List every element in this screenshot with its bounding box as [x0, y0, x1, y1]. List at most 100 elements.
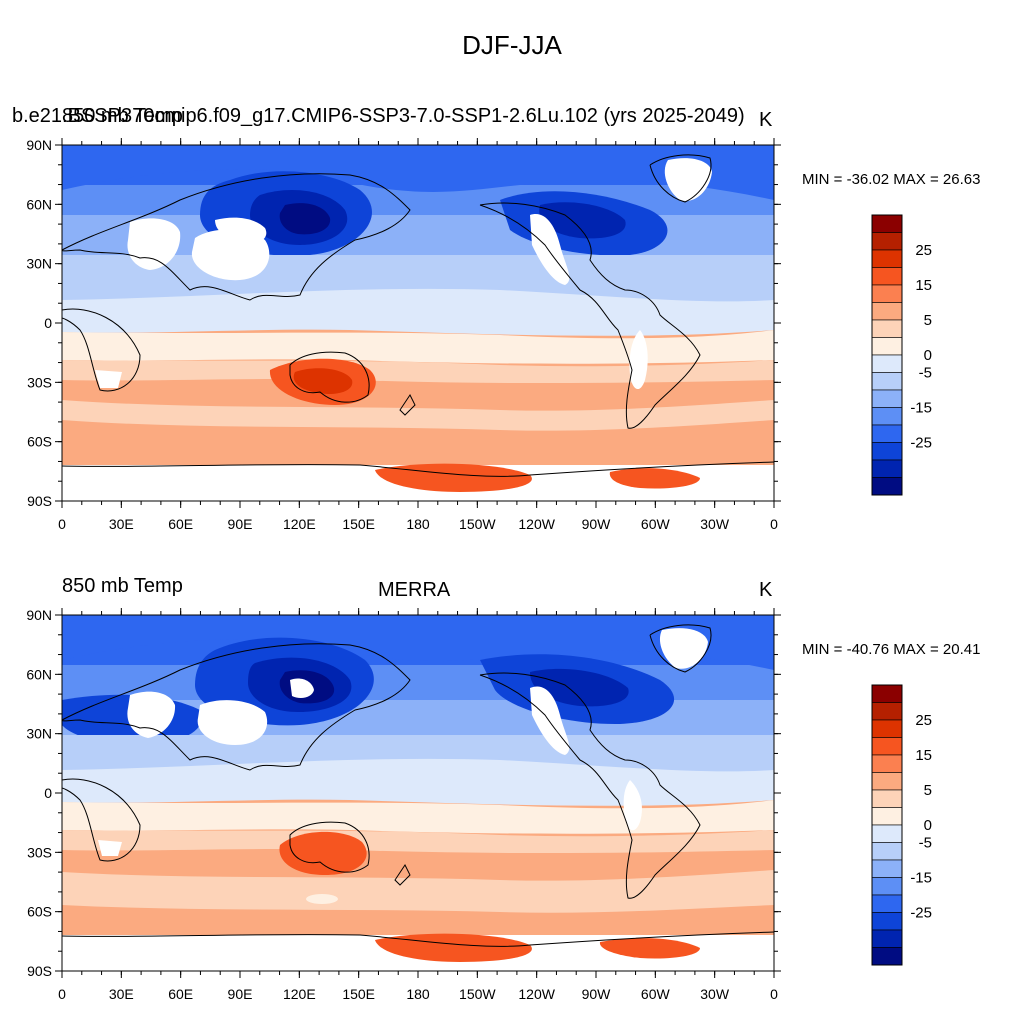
panel-1-colorbar-box	[871, 214, 903, 233]
panel-1-lon-tick-label: 60W	[641, 516, 671, 532]
panel-2-lon-tick-label: 120E	[283, 986, 316, 1002]
panel-1-colorbar-box	[871, 319, 903, 338]
panel-2-colorbar-box	[871, 789, 903, 808]
panel-1-colorbar-outline	[871, 214, 903, 496]
panel-1-lon-tick-label: 180	[406, 516, 430, 532]
panel-2-lon-tick-label: 60E	[168, 986, 193, 1002]
panel-1-colorbar-box	[871, 442, 903, 461]
panel-1-minmax: MIN = -36.02 MAX = 26.63	[802, 171, 981, 188]
panel-1-lon-tick-label: 90E	[228, 516, 253, 532]
panel-1-colorbar-box	[871, 302, 903, 321]
panel-2-colorbar-box	[871, 807, 903, 826]
panel-1-lat-tick-label: 60N	[26, 196, 52, 212]
panel-1-colorbar-label: 5	[924, 312, 932, 329]
panel-1-colorbar-label: -15	[910, 400, 932, 417]
panel-2-variable-label: 850 mb Temp	[62, 575, 183, 597]
panel-1-subtitle: b.e21.BSSP370cmip6.f09_g17.CMIP6-SSP3-7.…	[12, 105, 745, 127]
panel-2-coastlines	[62, 624, 774, 947]
panel-2-lat-tick-label: 30N	[26, 726, 52, 742]
panel-2-lon-tick-label: 0	[770, 986, 778, 1002]
panel-1-colorbar-box	[871, 337, 903, 356]
panel-2-dataset-title: MERRA	[378, 579, 451, 601]
panel-1-lon-tick-label: 150W	[459, 516, 496, 532]
panel-1-colorbar-label: 15	[915, 277, 932, 294]
panel-2-lat-tick-label: 90N	[26, 607, 52, 623]
panel-2-lat-tick-label: 60N	[26, 666, 52, 682]
panel-2-colorbar-box	[871, 877, 903, 896]
panel-2-contour-field	[62, 615, 774, 971]
panel-2-colorbar-label: -25	[910, 905, 932, 922]
panel-2-colorbar-label: -5	[919, 835, 932, 852]
panel-1-lat-tick-label: 90S	[27, 493, 52, 509]
panel-1-lat-tick-label: 30S	[27, 374, 52, 390]
panel-1-colorbar-label: 0	[924, 347, 932, 364]
panel-2-lon-tick-label: 30W	[700, 986, 730, 1002]
panel-2-lon-tick-label: 60W	[641, 986, 671, 1002]
panel-2-colorbar-box	[871, 912, 903, 931]
panel-1-units: K	[759, 109, 773, 131]
panel-1-colorbar-box	[871, 424, 903, 443]
panel-1-colorbar-label: 25	[915, 242, 932, 259]
panel-1-colorbar-box	[871, 477, 903, 496]
panel-1-lon-tick-label: 120E	[283, 516, 316, 532]
panel-2-lon-tick-label: 120W	[518, 986, 555, 1002]
panel-2-colorbar-outline	[871, 684, 903, 966]
panel-2-colorbar-box	[871, 754, 903, 773]
panel-1-colorbar-box	[871, 249, 903, 268]
panel-1-lon-tick-label: 0	[770, 516, 778, 532]
panel-2-lat-axis: 90N 60N 30N 0 30S 60S 90S	[26, 607, 781, 979]
panel-2-lon-tick-label: 150W	[459, 986, 496, 1002]
panel-2-lat-tick-label: 60S	[27, 904, 52, 920]
panel-1-lon-tick-label: 30W	[700, 516, 730, 532]
panel-1-coastlines	[62, 154, 774, 477]
panel-1-lon-tick-label: 0	[58, 516, 66, 532]
panel-1-lat-tick-label: 30N	[26, 256, 52, 272]
panel-1-lon-tick-label: 120W	[518, 516, 555, 532]
panel-2-colorbar-box	[871, 719, 903, 738]
panel-1-lon-tick-label: 90W	[582, 516, 612, 532]
panel-2-map: 0 30E 60E 90E 120E 150E 180 150W 120W 90W 60W 30W 0 …	[26, 607, 781, 1002]
panel-1-colorbar-box	[871, 354, 903, 373]
panel-1-lat-tick-label: 0	[44, 315, 52, 331]
panel-2-units: K	[759, 579, 773, 601]
panel-2-colorbar-label: 0	[924, 817, 932, 834]
panel-2-colorbar-box	[871, 842, 903, 861]
panel-2-lat-tick-label: 30S	[27, 844, 52, 860]
panel-2-colorbar-box	[871, 737, 903, 756]
panel-1-colorbar-box	[871, 407, 903, 426]
panel-2-colorbar-label: 5	[924, 782, 932, 799]
panel-2-colorbar-label: 15	[915, 747, 932, 764]
panel-1-colorbar-box	[871, 284, 903, 303]
panel-1-colorbar-label: -25	[910, 435, 932, 452]
panel-2-lon-tick-label: 150E	[342, 986, 375, 1002]
panel-2-colorbar-box	[871, 684, 903, 703]
panel-2-colorbar-box	[871, 947, 903, 966]
panel-1-colorbar-box	[871, 389, 903, 408]
panel-2-colorbar-label: 25	[915, 712, 932, 729]
panel-1-map: 0 30E 60E 90E 120E 150E 180 150W 120W 90W 60W 30W 0 …	[26, 137, 781, 532]
panel-1-colorbar-label: -5	[919, 365, 932, 382]
panel-2-lat-tick-label: 90S	[27, 963, 52, 979]
panel-2-colorbar: 25 15 5 0-5 -15 -25	[871, 684, 932, 966]
panel-2-lon-tick-label: 0	[58, 986, 66, 1002]
panel-2-colorbar-box	[871, 929, 903, 948]
panel-2-colorbar-box	[871, 859, 903, 878]
panel-1-lon-tick-label: 60E	[168, 516, 193, 532]
panel-1-colorbar-box	[871, 267, 903, 286]
panel-1-colorbar-box	[871, 232, 903, 251]
panel-2-colorbar-box	[871, 824, 903, 843]
panel-2-lat-tick-label: 0	[44, 785, 52, 801]
panel-2-lon-tick-label: 90E	[228, 986, 253, 1002]
panel-2-lon-tick-label: 180	[406, 986, 430, 1002]
panel-2-colorbar-box	[871, 702, 903, 721]
panel-2-lon-tick-label: 90W	[582, 986, 612, 1002]
panel-1-lat-tick-label: 60S	[27, 434, 52, 450]
panel-1-lon-tick-label: 30E	[109, 516, 134, 532]
panel-1-colorbar-box	[871, 459, 903, 478]
panel-2-lon-axis: 0 30E 60E 90E 120E 150E 180 150W 120W 90W 60W 30W 0	[58, 608, 778, 1002]
panel-1-colorbar-box	[871, 372, 903, 391]
panel-2-lon-tick-label: 30E	[109, 986, 134, 1002]
panel-1-lat-axis: 90N 60N 30N 0 30S 60S 90S	[26, 137, 781, 509]
panel-2-minmax: MIN = -40.76 MAX = 20.41	[802, 641, 981, 658]
panel-1-contour-field	[62, 145, 774, 501]
